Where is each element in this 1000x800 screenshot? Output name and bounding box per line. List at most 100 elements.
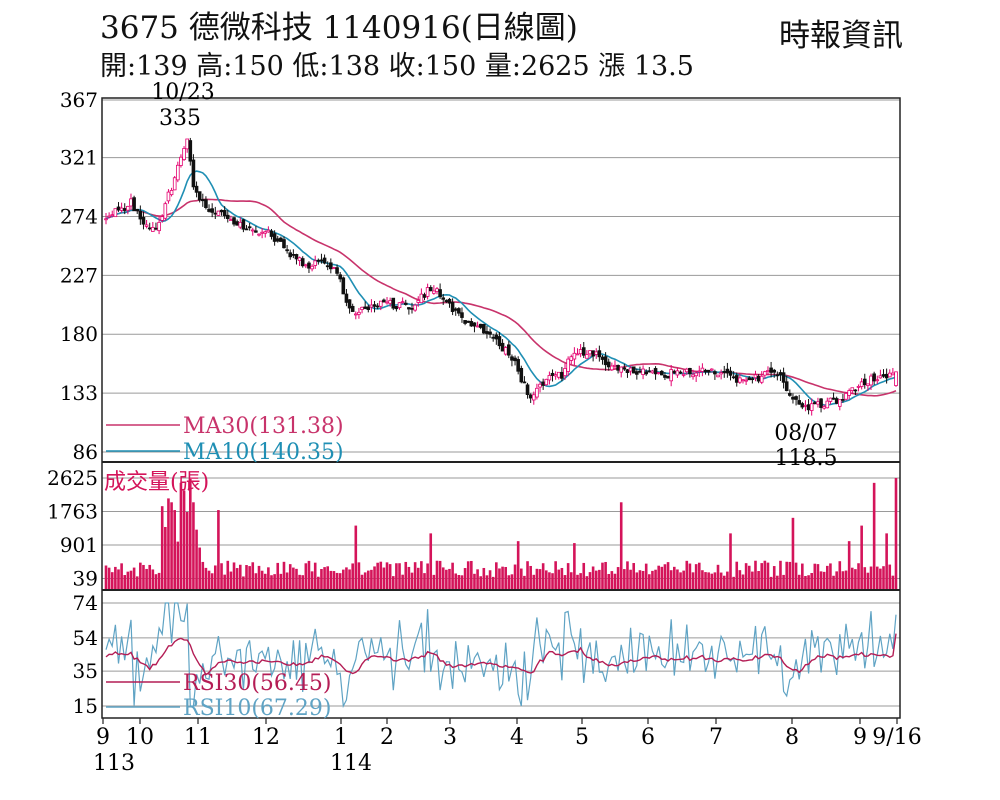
volume-bar bbox=[576, 574, 579, 590]
volume-bar bbox=[267, 567, 270, 590]
month-label: 11 bbox=[184, 725, 212, 750]
volume-bar bbox=[776, 575, 779, 590]
volume-bar bbox=[504, 566, 507, 590]
candle-body bbox=[388, 300, 392, 304]
volume-bar bbox=[273, 574, 276, 590]
volume-bar bbox=[766, 562, 770, 590]
candle-body bbox=[135, 208, 140, 212]
candle-body bbox=[307, 262, 311, 269]
candle-body bbox=[734, 375, 739, 383]
candle-body bbox=[229, 219, 233, 221]
volume-bar bbox=[888, 564, 892, 590]
rsi-lines bbox=[105, 602, 897, 709]
candle-body bbox=[731, 376, 736, 379]
candle-body bbox=[669, 369, 673, 382]
volume-bar bbox=[732, 576, 735, 590]
volume-bar bbox=[357, 562, 361, 590]
volume-bar bbox=[610, 571, 614, 590]
chart-title: 3675 德微科技 1140916(日線圖) bbox=[100, 10, 578, 46]
low-date-annotation: 08/07 bbox=[774, 421, 837, 446]
volume-bar bbox=[632, 563, 636, 590]
volume-bar bbox=[666, 562, 670, 590]
volume-bar bbox=[838, 561, 842, 590]
candle-body bbox=[144, 224, 149, 227]
candle-body bbox=[335, 267, 339, 274]
volume-bar bbox=[460, 575, 464, 590]
candle-body bbox=[319, 259, 324, 262]
candle-body bbox=[697, 370, 702, 373]
volume-bar bbox=[875, 566, 879, 590]
volume-bar bbox=[591, 566, 595, 590]
volume-bar bbox=[535, 568, 539, 590]
candle-body bbox=[507, 344, 511, 356]
candle-body bbox=[219, 209, 224, 213]
volume-bar bbox=[198, 547, 201, 590]
volume-bar bbox=[779, 560, 782, 590]
candle-body bbox=[416, 300, 421, 303]
candle-body bbox=[169, 190, 174, 196]
volume-bar bbox=[145, 568, 148, 590]
candle-body bbox=[329, 262, 333, 270]
candle-body bbox=[400, 301, 405, 304]
volume-bar bbox=[423, 573, 426, 590]
volume-bar bbox=[604, 561, 607, 590]
rsi-tick-label: 74 bbox=[73, 591, 98, 615]
volume-bar bbox=[238, 564, 242, 590]
high-date-annotation: 10/23 bbox=[151, 80, 214, 105]
candle-body bbox=[775, 374, 780, 377]
candle-body bbox=[887, 372, 892, 378]
volume-bar bbox=[501, 566, 504, 590]
candle-body bbox=[375, 305, 380, 308]
volume-tick-label: 2625 bbox=[47, 466, 98, 490]
candle-body bbox=[519, 367, 524, 383]
volume-bar bbox=[757, 570, 760, 590]
candle-body bbox=[435, 288, 439, 292]
candle-body bbox=[247, 226, 252, 229]
candle-body bbox=[425, 287, 430, 297]
price-tick-label: 180 bbox=[60, 322, 98, 346]
candle-body bbox=[716, 374, 720, 378]
volume-bar bbox=[235, 568, 239, 590]
high-value-annotation: 335 bbox=[159, 106, 201, 131]
volume-bar bbox=[120, 563, 123, 590]
candle-body bbox=[385, 301, 389, 304]
source-label: 時報資訊 bbox=[779, 18, 903, 54]
volume-bar bbox=[782, 574, 785, 590]
volume-bar bbox=[298, 574, 301, 590]
volume-bar bbox=[154, 574, 158, 590]
month-label: 10 bbox=[126, 725, 154, 750]
candle-body bbox=[154, 227, 158, 230]
year-label: 113 bbox=[93, 751, 135, 776]
candle-body bbox=[547, 375, 552, 381]
candle-body bbox=[556, 371, 561, 378]
volume-bar bbox=[613, 573, 617, 590]
volume-bar bbox=[320, 569, 323, 590]
volume-bar bbox=[579, 573, 582, 590]
chart-frame bbox=[101, 97, 901, 719]
volume-bar bbox=[310, 571, 314, 590]
candle-body bbox=[600, 356, 605, 360]
ma10-line bbox=[105, 170, 897, 406]
volume-bar bbox=[329, 570, 333, 590]
volume-tick-label: 1763 bbox=[47, 499, 98, 523]
volume-bar bbox=[479, 576, 483, 590]
candle-body bbox=[478, 323, 483, 328]
candle-body bbox=[457, 308, 461, 314]
candle-body bbox=[275, 238, 280, 242]
volume-bar bbox=[538, 569, 542, 590]
volume-bar bbox=[716, 564, 720, 590]
volume-bar bbox=[226, 560, 230, 590]
candle-body bbox=[310, 265, 314, 270]
volume-bar bbox=[729, 533, 732, 590]
candle-body bbox=[572, 352, 577, 360]
volume-bar bbox=[654, 569, 657, 590]
candle-body bbox=[722, 371, 727, 373]
volume-bar bbox=[751, 571, 754, 590]
volume-bar bbox=[688, 563, 692, 590]
volume-bar bbox=[566, 563, 570, 590]
volume-bar bbox=[117, 569, 120, 590]
candle-body bbox=[207, 208, 211, 212]
volume-bar bbox=[220, 563, 223, 590]
volume-bar bbox=[869, 566, 873, 590]
volume-bar bbox=[879, 568, 882, 590]
